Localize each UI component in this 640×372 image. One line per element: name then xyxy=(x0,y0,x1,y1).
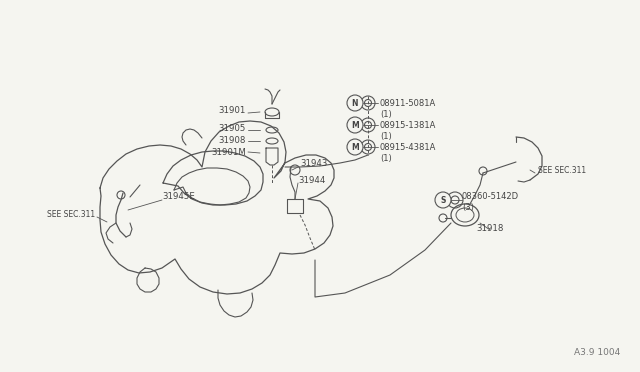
Text: SEE SEC.311: SEE SEC.311 xyxy=(538,166,586,174)
Text: (3): (3) xyxy=(462,202,474,212)
Text: 08915-4381A: 08915-4381A xyxy=(380,142,436,151)
Text: 31945E: 31945E xyxy=(162,192,195,201)
Text: 31918: 31918 xyxy=(476,224,504,232)
Text: 31901M: 31901M xyxy=(211,148,246,157)
Text: SEE SEC.311: SEE SEC.311 xyxy=(47,209,95,218)
Circle shape xyxy=(347,95,363,111)
Text: S: S xyxy=(440,196,445,205)
Text: 31943: 31943 xyxy=(300,158,328,167)
Text: 08360-5142D: 08360-5142D xyxy=(462,192,519,201)
Text: 31908: 31908 xyxy=(219,135,246,144)
Text: (1): (1) xyxy=(380,131,392,141)
Text: M: M xyxy=(351,142,359,151)
Text: M: M xyxy=(351,121,359,129)
Text: 31944: 31944 xyxy=(298,176,325,185)
Circle shape xyxy=(347,117,363,133)
Text: N: N xyxy=(352,99,358,108)
Text: 31905: 31905 xyxy=(219,124,246,132)
Text: (1): (1) xyxy=(380,154,392,163)
Text: 31901: 31901 xyxy=(219,106,246,115)
Text: 08915-1381A: 08915-1381A xyxy=(380,121,436,129)
Circle shape xyxy=(435,192,451,208)
Text: A3.9 1004: A3.9 1004 xyxy=(573,348,620,357)
Text: (1): (1) xyxy=(380,109,392,119)
Circle shape xyxy=(347,139,363,155)
Text: 08911-5081A: 08911-5081A xyxy=(380,99,436,108)
